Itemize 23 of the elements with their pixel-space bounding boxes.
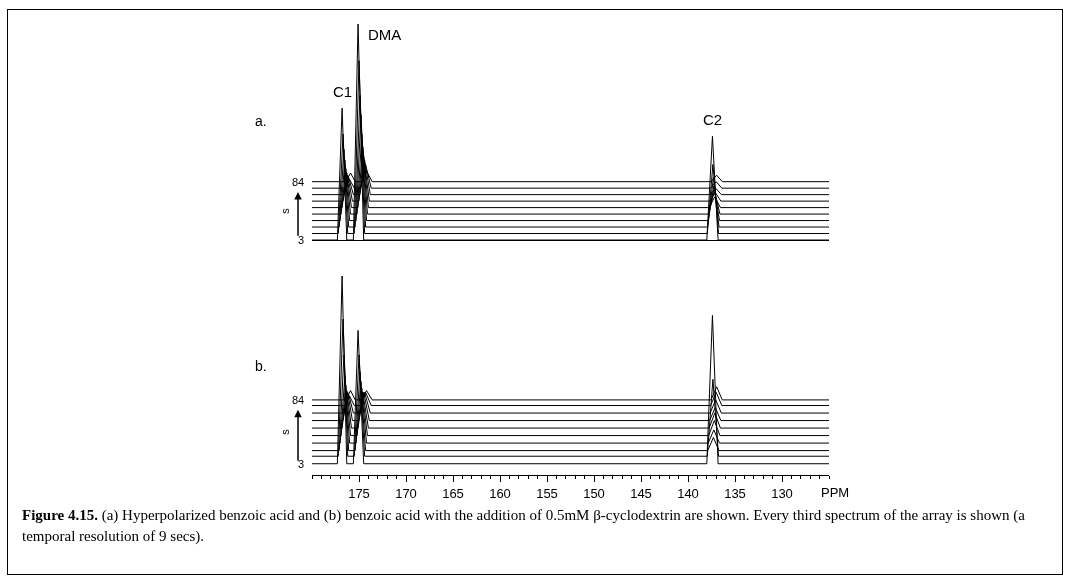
x-tick-label: 130: [771, 485, 793, 501]
x-tick-label: 145: [630, 485, 652, 501]
text: 84: [292, 176, 305, 188]
x-tick-label: 175: [348, 485, 370, 501]
x-tick-label: 170: [395, 485, 417, 501]
x-tick-label: 155: [536, 485, 558, 501]
x-tick-label: 160: [489, 485, 511, 501]
text: 3: [298, 234, 305, 246]
text: 84: [292, 394, 305, 406]
x-tick-label: 140: [677, 485, 699, 501]
x-axis-title: PPM: [821, 485, 850, 500]
x-tick-label: 150: [583, 485, 605, 501]
x-tick-label: 135: [724, 485, 746, 501]
text: a.: [255, 113, 267, 129]
annotation: DMA: [368, 26, 402, 43]
x-tick-label: 165: [442, 485, 464, 501]
y-axis-title: s: [279, 207, 292, 214]
annotation: C2: [703, 111, 723, 128]
y-axis-title: s: [279, 428, 292, 435]
caption: Figure 4.15. (a) Hyperpolarized benzoic acid and (b) benzoic acid with the addition of 0.5mM β-cyclodextrin are shown. Every third spectrum of the array is shown (a temporal resolution of 9 secs).: [22, 506, 1026, 546]
annotation: C1: [333, 83, 353, 100]
text: 3: [298, 458, 305, 470]
text: b.: [255, 358, 267, 374]
